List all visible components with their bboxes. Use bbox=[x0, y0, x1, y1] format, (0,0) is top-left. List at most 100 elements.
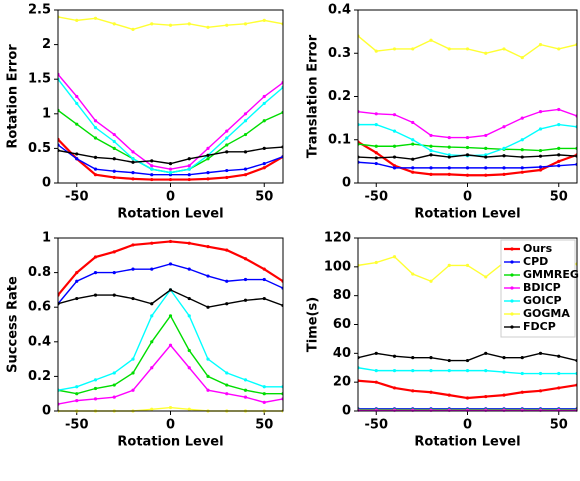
point bbox=[75, 279, 79, 283]
point bbox=[502, 154, 506, 158]
point bbox=[112, 293, 116, 297]
point bbox=[429, 356, 433, 360]
axes-frame bbox=[357, 9, 578, 184]
point bbox=[225, 383, 229, 387]
point bbox=[484, 155, 488, 159]
point bbox=[112, 271, 116, 275]
point bbox=[502, 370, 506, 374]
point bbox=[447, 145, 451, 149]
point bbox=[429, 369, 433, 373]
point bbox=[520, 166, 524, 170]
legend-marker bbox=[510, 260, 514, 264]
point bbox=[502, 356, 506, 360]
point bbox=[112, 22, 116, 26]
plot-area bbox=[58, 15, 283, 182]
x-axis-label: Rotation Level bbox=[414, 207, 520, 222]
point bbox=[374, 161, 378, 166]
point bbox=[557, 47, 561, 51]
point bbox=[429, 172, 433, 176]
point bbox=[465, 263, 470, 267]
point bbox=[243, 167, 248, 171]
point bbox=[538, 371, 543, 376]
legend-marker bbox=[510, 325, 514, 329]
point bbox=[411, 389, 415, 393]
y-tick-label: 0 bbox=[42, 176, 51, 191]
point bbox=[206, 245, 210, 249]
point bbox=[150, 366, 154, 370]
point bbox=[225, 302, 229, 306]
x-tick-label: 0 bbox=[463, 418, 472, 433]
point bbox=[520, 116, 524, 120]
subplot: 0 0.5 1 1.5 2 2.5 -50 0 50 Rotation Level Rotation… bbox=[6, 3, 284, 222]
legend-label: BDICP bbox=[523, 281, 561, 294]
point bbox=[392, 386, 397, 390]
point bbox=[206, 388, 210, 392]
point bbox=[502, 166, 506, 170]
x-tick-label: 50 bbox=[255, 190, 273, 205]
point bbox=[75, 157, 79, 161]
point bbox=[243, 277, 248, 282]
point bbox=[206, 274, 210, 278]
y-tick-label: 0.2 bbox=[28, 369, 51, 384]
y-axis-label: Rotation Error bbox=[6, 44, 21, 149]
point bbox=[520, 148, 524, 152]
point bbox=[206, 157, 210, 161]
point bbox=[93, 173, 98, 177]
series-line bbox=[358, 379, 577, 400]
point bbox=[557, 153, 561, 157]
point bbox=[538, 43, 543, 47]
point bbox=[538, 110, 543, 114]
legend-marker bbox=[510, 273, 514, 277]
point bbox=[557, 146, 561, 150]
point bbox=[75, 296, 79, 301]
point bbox=[150, 314, 154, 318]
series-line bbox=[358, 35, 577, 59]
point bbox=[429, 133, 433, 138]
point bbox=[93, 378, 98, 382]
point bbox=[93, 16, 98, 20]
series-line bbox=[58, 240, 283, 296]
point bbox=[225, 392, 229, 396]
point bbox=[484, 166, 488, 170]
point bbox=[520, 55, 524, 60]
point bbox=[112, 371, 116, 375]
point bbox=[131, 177, 135, 181]
point bbox=[93, 293, 98, 297]
point bbox=[93, 397, 98, 401]
point bbox=[557, 354, 561, 358]
point bbox=[465, 135, 470, 140]
series-line bbox=[58, 16, 283, 31]
point bbox=[520, 371, 524, 376]
point bbox=[112, 146, 116, 150]
point bbox=[112, 383, 116, 387]
point bbox=[262, 267, 266, 271]
point bbox=[168, 239, 173, 244]
y-tick-label: 0 bbox=[42, 404, 51, 419]
point bbox=[392, 144, 397, 148]
x-tick-label: -50 bbox=[365, 418, 389, 433]
point bbox=[502, 393, 506, 397]
point bbox=[225, 168, 229, 173]
point bbox=[168, 314, 173, 318]
point bbox=[131, 357, 135, 361]
point bbox=[150, 159, 154, 163]
point bbox=[187, 157, 191, 161]
point bbox=[538, 389, 543, 393]
legend-label: CPD bbox=[523, 255, 548, 268]
point bbox=[225, 371, 229, 375]
point bbox=[520, 155, 524, 159]
point bbox=[447, 135, 451, 140]
point bbox=[262, 18, 266, 22]
point bbox=[465, 358, 470, 363]
point bbox=[206, 25, 210, 29]
point bbox=[262, 392, 266, 396]
point bbox=[168, 177, 173, 182]
point bbox=[262, 162, 266, 166]
y-tick-label: 100 bbox=[324, 259, 351, 274]
point bbox=[206, 146, 210, 150]
point bbox=[187, 241, 191, 245]
point bbox=[112, 175, 116, 180]
legend-marker bbox=[510, 312, 514, 316]
axes-frame bbox=[57, 237, 284, 412]
point bbox=[447, 369, 451, 373]
